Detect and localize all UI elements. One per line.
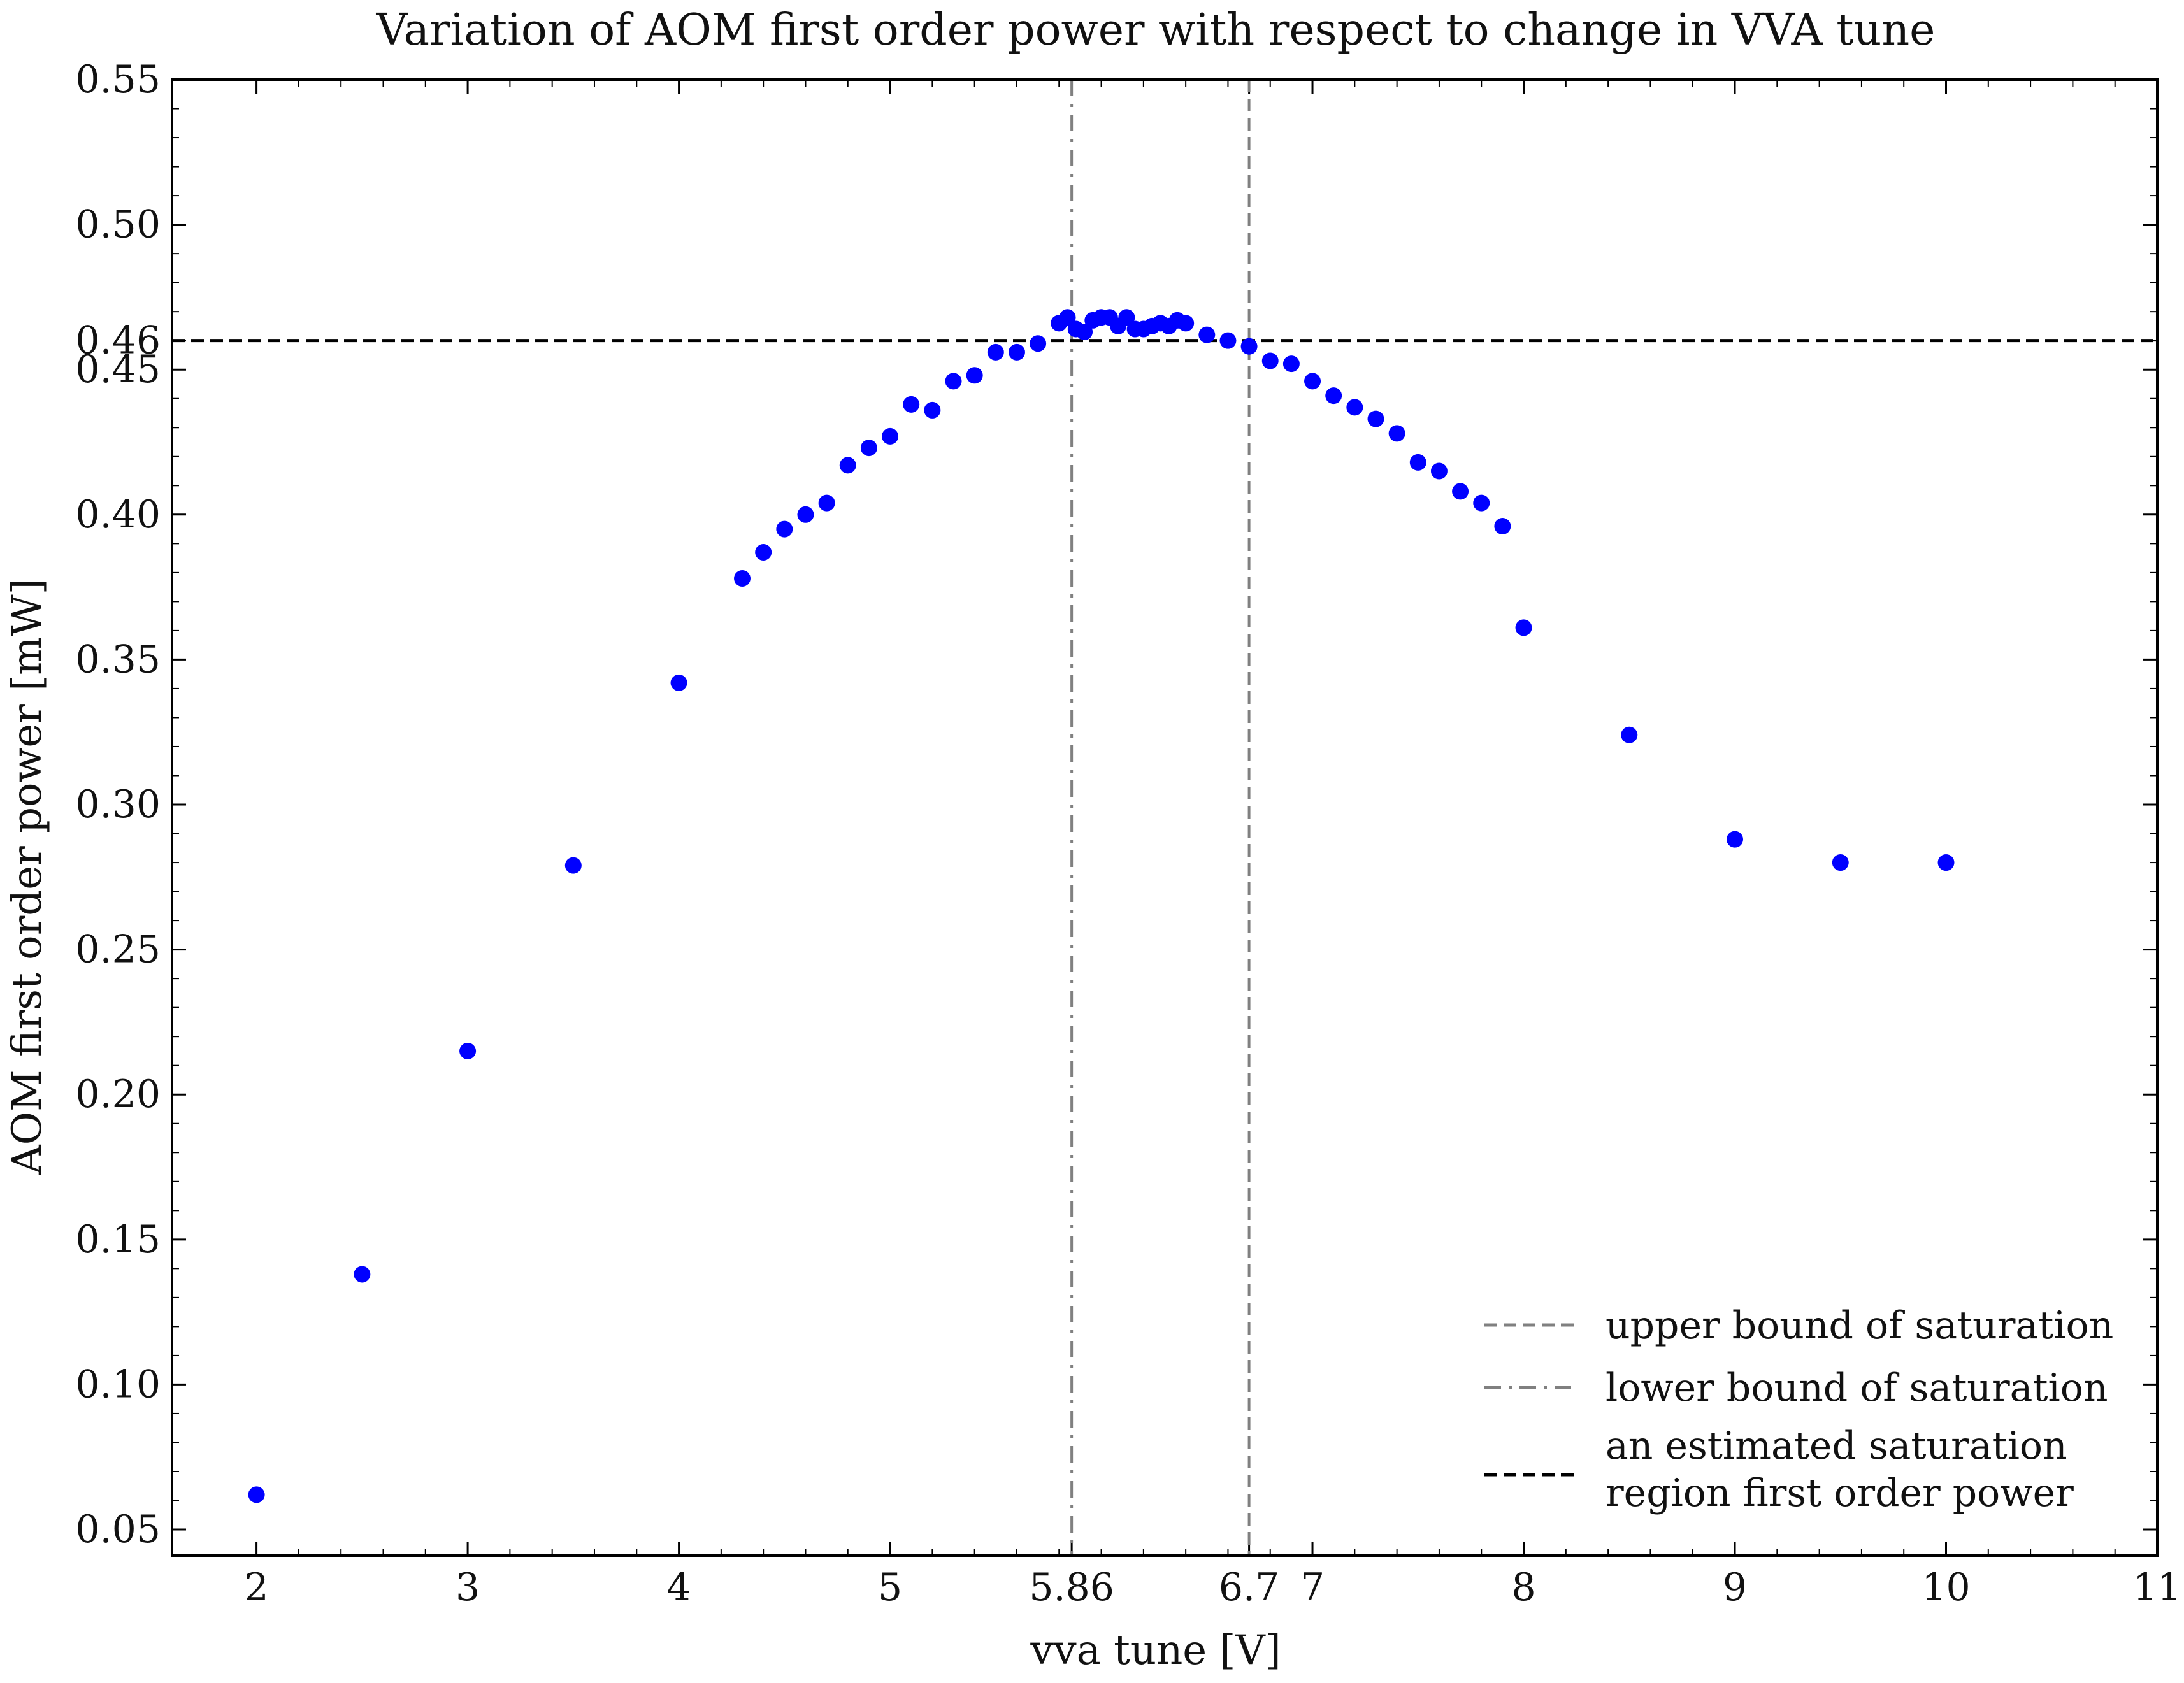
- data-point: [564, 857, 582, 874]
- plot-frame: [171, 78, 2159, 1557]
- data-point: [1346, 399, 1363, 416]
- data-point: [1219, 332, 1237, 349]
- data-point: [1118, 309, 1135, 326]
- data-point: [1282, 355, 1300, 373]
- data-point: [1937, 854, 1955, 871]
- legend-label: region first order power: [1606, 1471, 2074, 1515]
- data-point: [1388, 425, 1405, 442]
- data-point: [1430, 462, 1448, 480]
- legend-label: upper bound of saturation: [1606, 1303, 2113, 1348]
- y-tick-label: 0.50: [75, 203, 161, 247]
- y-tick-label: 0.35: [75, 637, 161, 682]
- data-point: [776, 520, 793, 538]
- y-tick-label: 0.45: [75, 347, 161, 392]
- y-tick-label: 0.55: [75, 57, 161, 102]
- data-point: [1304, 373, 1321, 390]
- x-tick-label: 2: [245, 1565, 269, 1610]
- data-point: [1325, 387, 1342, 405]
- x-tick-label: 7: [1300, 1565, 1325, 1610]
- legend-label: lower bound of saturation: [1606, 1366, 2108, 1410]
- y-tick-label: 0.05: [75, 1507, 161, 1552]
- data-point: [248, 1486, 265, 1503]
- data-point: [882, 427, 899, 445]
- data-point: [734, 569, 751, 587]
- data-point: [1727, 831, 1744, 848]
- x-tick-label: 9: [1723, 1565, 1747, 1610]
- data-point: [839, 457, 856, 474]
- data-point: [987, 343, 1004, 361]
- x-tick-label: 5: [878, 1565, 902, 1610]
- data-point: [755, 543, 772, 561]
- y-tick-label: 0.20: [75, 1072, 161, 1117]
- x-axis-label: vva tune [V]: [1030, 1627, 1281, 1674]
- data-point: [818, 494, 835, 512]
- data-point: [670, 674, 687, 691]
- x-tick-label: 8: [1511, 1565, 1535, 1610]
- data-point: [1515, 619, 1532, 636]
- data-point: [797, 506, 814, 523]
- y-tick-label: 0.10: [75, 1362, 161, 1407]
- data-point: [860, 440, 877, 457]
- x-tick-label: 3: [456, 1565, 480, 1610]
- data-point: [459, 1042, 477, 1059]
- y-tick-label: 0.46: [75, 319, 161, 363]
- data-point: [1059, 309, 1076, 326]
- x-tick-label: 10: [1922, 1565, 1970, 1610]
- y-tick-label: 0.15: [75, 1217, 161, 1262]
- data-point: [354, 1266, 371, 1283]
- legend-label: an estimated saturation: [1606, 1424, 2067, 1468]
- data-point: [1261, 352, 1279, 369]
- data-point: [1177, 315, 1195, 332]
- data-point: [1008, 343, 1025, 361]
- data-point: [1030, 335, 1047, 352]
- x-tick-label: 6.7: [1219, 1565, 1279, 1610]
- axis-tick-labels: 2 3 4 5 5.86 6.7 7 8 9 10 11 0.05 0.10 0.15 0.20 0.25 0.…: [75, 57, 2181, 1610]
- legend: upper bound of saturation lower bound of …: [1484, 1303, 2113, 1515]
- x-tick-label: 11: [2133, 1565, 2181, 1610]
- data-point: [1409, 454, 1426, 471]
- x-tick-label: 4: [666, 1565, 691, 1610]
- data-point: [1452, 483, 1469, 500]
- data-point: [945, 373, 962, 390]
- data-point: [903, 396, 920, 413]
- y-tick-label: 0.25: [75, 927, 161, 972]
- data-point: [1240, 338, 1258, 355]
- data-point: [1832, 854, 1849, 871]
- data-point: [1473, 494, 1490, 512]
- data-point: [924, 401, 941, 419]
- data-point: [1367, 410, 1384, 427]
- data-point: [1076, 324, 1093, 341]
- y-tick-label: 0.40: [75, 492, 161, 537]
- data-point: [1198, 326, 1216, 343]
- data-point: [1494, 518, 1511, 535]
- data-points: [248, 309, 1955, 1503]
- y-axis-label: AOM first order power [mW]: [4, 578, 51, 1175]
- data-point: [1621, 726, 1638, 743]
- data-point: [966, 367, 983, 384]
- x-tick-label: 5.86: [1029, 1565, 1114, 1610]
- chart-title: Variation of AOM first order power with …: [376, 5, 1936, 55]
- y-tick-label: 0.30: [75, 782, 161, 827]
